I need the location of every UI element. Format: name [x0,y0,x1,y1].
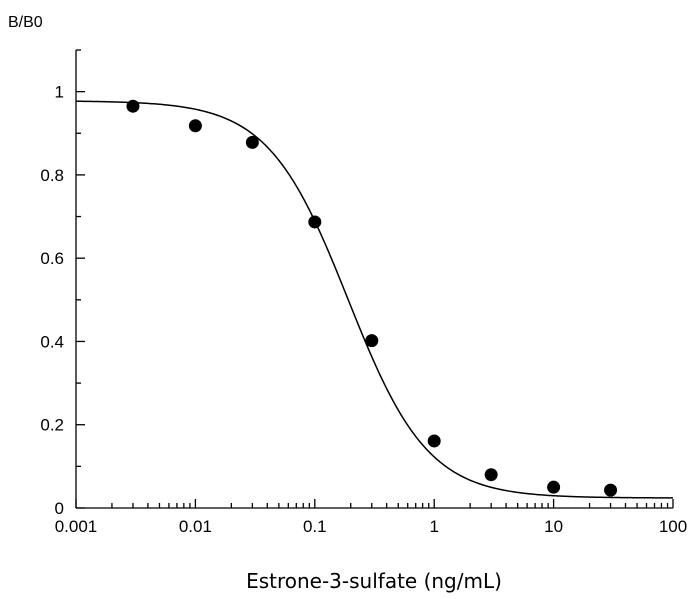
x-tick-label: 1 [429,517,438,536]
data-point [547,480,561,494]
y-tick-label: 0.8 [40,166,64,185]
y-axis-label: B/B0 [8,14,43,31]
fit-curve-layer [75,100,673,499]
y-tick-label: 0.4 [40,332,64,351]
data-point [188,119,202,133]
x-ticks: 0.001 0.01 0.1 1 10 100 [55,499,687,536]
x-tick-label: 100 [659,517,687,536]
data-point [126,99,140,113]
x-axis-label: Estrone-3-sulfate (ng/mL) [246,569,502,593]
data-points [126,99,618,497]
data-point [484,468,498,482]
y-tick-label: 0.6 [40,249,64,268]
y-tick-label: 0 [55,499,64,518]
data-point [308,215,322,229]
data-point [245,135,259,149]
y-tick-label: 0.2 [40,416,64,435]
data-point [365,334,379,348]
data-point [604,483,618,497]
y-tick-label: 1 [55,83,64,102]
data-point [427,434,441,448]
x-tick-label: 0.001 [55,517,98,536]
x-tick-label: 0.1 [303,517,327,536]
fit-curve [75,100,673,499]
x-tick-label: 10 [544,517,563,536]
axes [75,50,673,509]
y-ticks: 0 0.2 0.4 0.6 0.8 1 [40,49,85,518]
x-tick-label: 0.01 [179,517,212,536]
